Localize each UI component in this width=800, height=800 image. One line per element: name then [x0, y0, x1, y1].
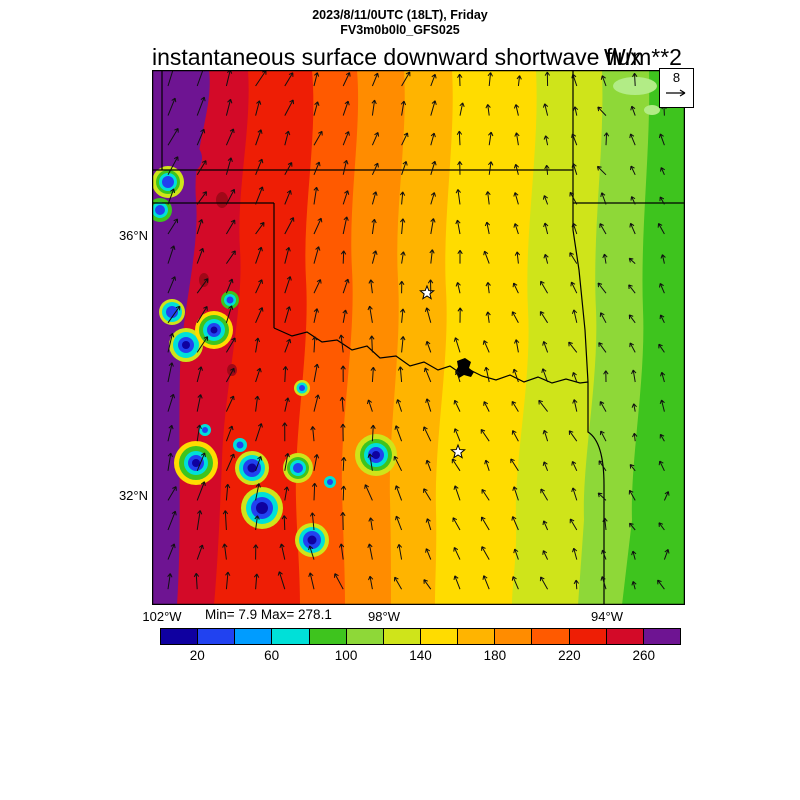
colorbar-tick: 220 [558, 648, 581, 663]
cloud-blob [152, 166, 184, 198]
model-name-header: FV3m0b0l0_GFS025 [340, 23, 460, 37]
wind-reference-arrow-icon [665, 89, 685, 97]
colorbar-tick: 60 [264, 648, 280, 663]
cloud-blob [324, 476, 336, 488]
colorbar-segment [643, 629, 680, 644]
cloud-blob [241, 487, 283, 529]
colorbar-tick: 260 [632, 648, 656, 663]
cloud-blob [283, 453, 313, 483]
colorbar-tick: 20 [189, 648, 205, 663]
cloud-blob [174, 441, 218, 485]
lon-tick-98w: 98°W [368, 609, 400, 624]
flux-map [152, 70, 685, 605]
colorbar-segment [569, 629, 607, 644]
valid-time-header: 2023/8/11/0UTC (18LT), Friday [312, 8, 488, 22]
cloud-blob [152, 198, 172, 222]
cloud-blob [235, 451, 269, 485]
colorbar-tick-labels: 20 60 100 140 180 220 260 [160, 648, 681, 664]
wind-reference-box: 8 [659, 68, 694, 108]
colorbar-segment [235, 629, 273, 644]
colorbar-segment [458, 629, 496, 644]
lon-tick-102w: 102°W [142, 609, 182, 624]
min-max-annotation: Min= 7.9 Max= 278.1 [205, 607, 332, 622]
units-label: W/m**2 [604, 44, 682, 70]
cloud-blob [233, 438, 247, 452]
cloud-blob [195, 311, 233, 349]
colorbar-tick: 100 [334, 648, 358, 663]
cloud-blob [294, 380, 310, 396]
colorbar-segment [309, 629, 347, 644]
cloud-blob [159, 299, 185, 325]
red-river [273, 327, 589, 384]
cloud-blob [169, 328, 203, 362]
map-plot-area [152, 70, 685, 605]
lat-tick-32n: 32°N [118, 488, 148, 503]
colorbar-segment [420, 629, 459, 644]
colorbar-segment [161, 629, 199, 644]
colorbar-tick: 180 [483, 648, 507, 663]
cloud-blob [221, 291, 239, 309]
colorbar-segment [606, 629, 644, 644]
colorbar-segment [383, 629, 421, 644]
colorbar-segment [495, 629, 533, 644]
map-frame [152, 70, 685, 605]
lon-tick-94w: 94°W [591, 609, 623, 624]
lake-texoma [455, 358, 474, 378]
colorbar-segment [346, 629, 384, 644]
state-borders [152, 70, 685, 605]
cloud-blob [199, 424, 211, 436]
plot-title: instantaneous surface downward shortwave… [152, 44, 642, 70]
colorbar-tick: 140 [409, 648, 432, 663]
cloud-flux-minima [152, 166, 397, 557]
lat-tick-36n: 36°N [118, 228, 148, 243]
cloud-blob [355, 434, 397, 476]
colorbar-segment [272, 629, 310, 644]
wind-reference-value: 8 [672, 70, 681, 85]
cloud-blob [295, 523, 329, 557]
colorbar-segment [198, 629, 236, 644]
colorbar [160, 628, 681, 645]
colorbar-segment [532, 629, 570, 644]
wind-vector-field [167, 70, 670, 590]
